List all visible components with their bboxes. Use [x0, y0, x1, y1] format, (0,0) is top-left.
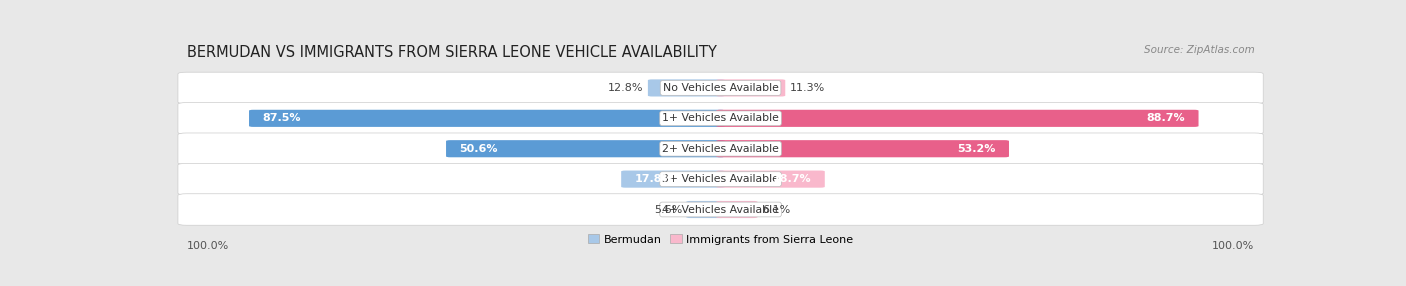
- FancyBboxPatch shape: [446, 140, 725, 157]
- Text: No Vehicles Available: No Vehicles Available: [662, 83, 779, 93]
- Text: 1+ Vehicles Available: 1+ Vehicles Available: [662, 113, 779, 123]
- FancyBboxPatch shape: [648, 80, 725, 96]
- Text: 6.1%: 6.1%: [762, 204, 790, 214]
- Text: 4+ Vehicles Available: 4+ Vehicles Available: [662, 204, 779, 214]
- FancyBboxPatch shape: [179, 133, 1263, 164]
- FancyBboxPatch shape: [716, 110, 1198, 127]
- Legend: Bermudan, Immigrants from Sierra Leone: Bermudan, Immigrants from Sierra Leone: [583, 230, 858, 249]
- FancyBboxPatch shape: [621, 170, 725, 188]
- FancyBboxPatch shape: [716, 80, 786, 96]
- Text: 100.0%: 100.0%: [187, 241, 229, 251]
- FancyBboxPatch shape: [249, 110, 725, 127]
- Text: Source: ZipAtlas.com: Source: ZipAtlas.com: [1143, 45, 1254, 55]
- Text: 3+ Vehicles Available: 3+ Vehicles Available: [662, 174, 779, 184]
- Text: 17.8%: 17.8%: [634, 174, 673, 184]
- Text: 5.6%: 5.6%: [654, 204, 682, 214]
- Text: 53.2%: 53.2%: [957, 144, 995, 154]
- FancyBboxPatch shape: [716, 170, 825, 188]
- FancyBboxPatch shape: [686, 201, 725, 218]
- Text: 100.0%: 100.0%: [1212, 241, 1254, 251]
- Text: 50.6%: 50.6%: [460, 144, 498, 154]
- FancyBboxPatch shape: [179, 163, 1263, 195]
- Text: BERMUDAN VS IMMIGRANTS FROM SIERRA LEONE VEHICLE AVAILABILITY: BERMUDAN VS IMMIGRANTS FROM SIERRA LEONE…: [187, 45, 717, 60]
- Text: 87.5%: 87.5%: [262, 113, 301, 123]
- FancyBboxPatch shape: [179, 103, 1263, 134]
- Text: 88.7%: 88.7%: [1147, 113, 1185, 123]
- FancyBboxPatch shape: [179, 72, 1263, 104]
- Text: 12.8%: 12.8%: [607, 83, 644, 93]
- Text: 18.7%: 18.7%: [773, 174, 811, 184]
- FancyBboxPatch shape: [179, 194, 1263, 225]
- Text: 2+ Vehicles Available: 2+ Vehicles Available: [662, 144, 779, 154]
- FancyBboxPatch shape: [716, 140, 1010, 157]
- FancyBboxPatch shape: [716, 201, 758, 218]
- Text: 11.3%: 11.3%: [790, 83, 825, 93]
